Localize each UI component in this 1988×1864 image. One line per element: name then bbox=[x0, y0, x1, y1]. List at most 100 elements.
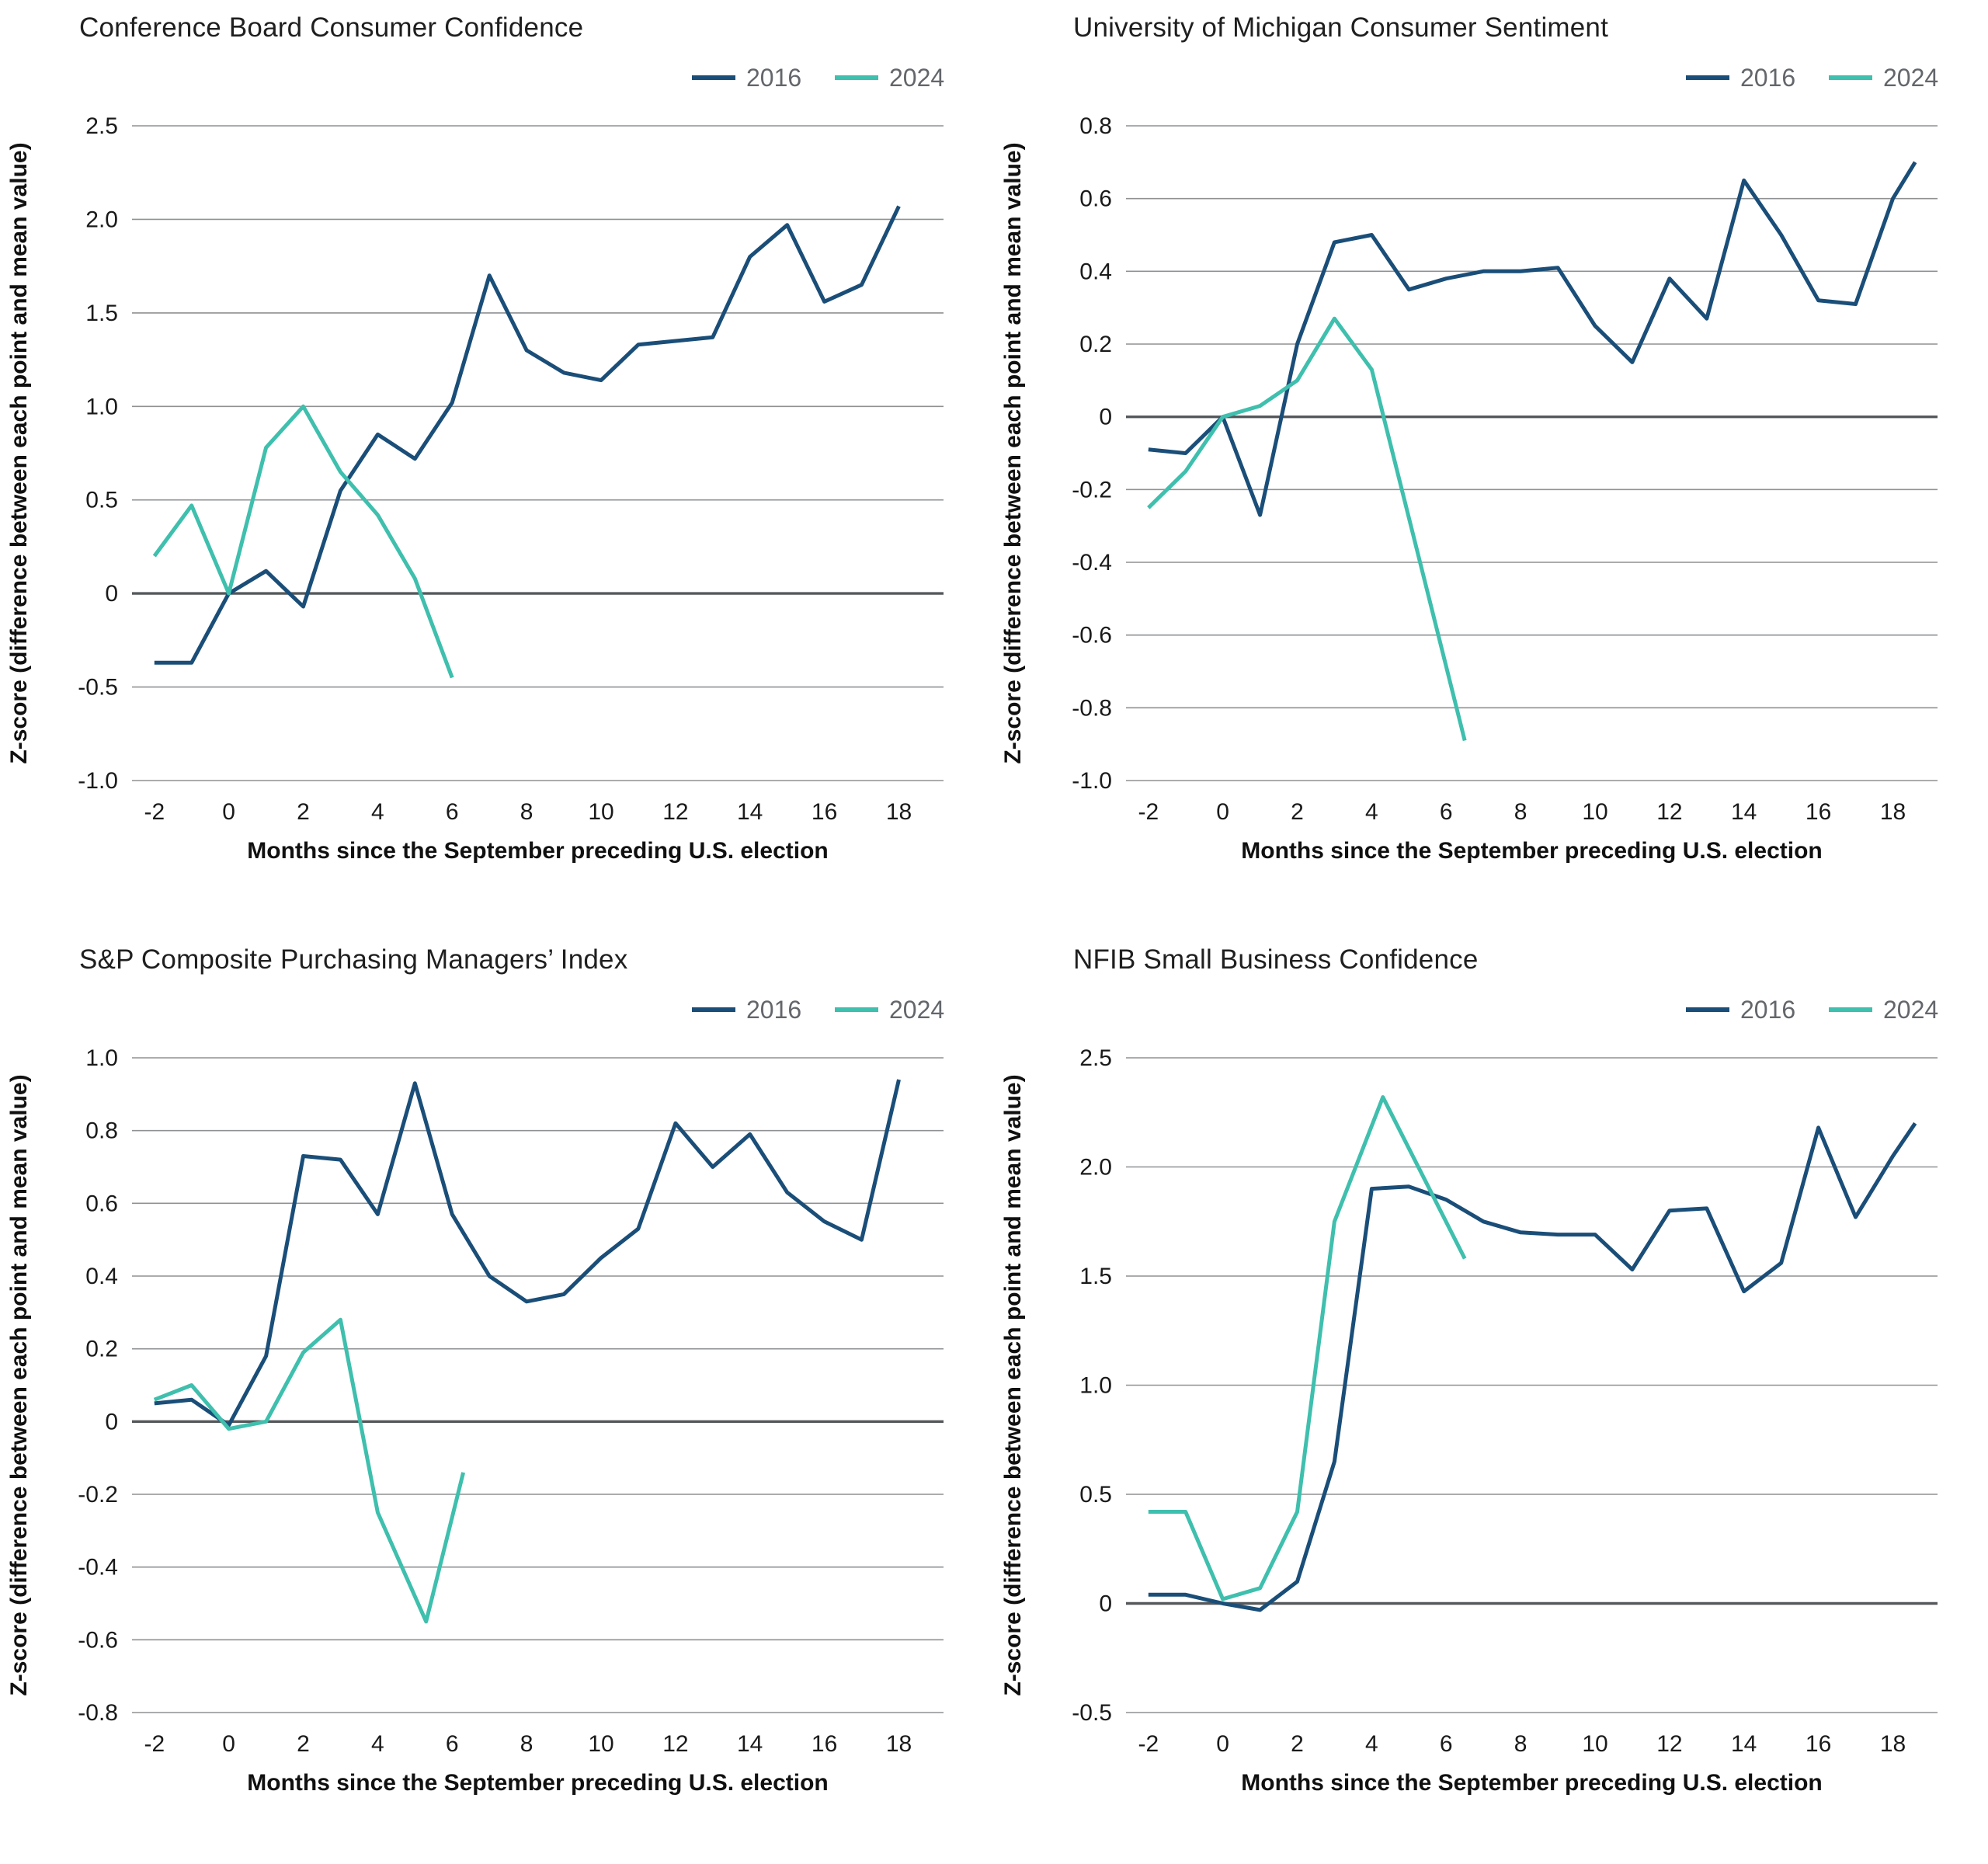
y-tick-label: -0.6 bbox=[78, 1627, 118, 1653]
y-tick-label: 1.0 bbox=[85, 1045, 118, 1071]
x-tick-label: 14 bbox=[737, 1731, 763, 1757]
x-tick-label: 10 bbox=[588, 799, 613, 825]
x-tick-label: 6 bbox=[1440, 1731, 1453, 1757]
x-tick-label: 12 bbox=[1656, 799, 1682, 825]
line-chart: 1.0 0.8 0.6 0.4 0.2 0 -0.2 -0.4 -0.6 -0.8 -2 0 2 4 6 8 1… bbox=[6, 996, 944, 1796]
x-tick-label: 6 bbox=[446, 1731, 459, 1757]
y-tick-label: 2.5 bbox=[85, 113, 118, 139]
y-tick-label: 2.5 bbox=[1079, 1045, 1112, 1071]
legend-label-2016: 2016 bbox=[1740, 996, 1795, 1024]
series-line-2024 bbox=[1148, 1095, 1467, 1601]
x-tick-label: -2 bbox=[144, 1731, 165, 1757]
x-tick-label: 14 bbox=[737, 799, 763, 825]
y-tick-label: 0.4 bbox=[85, 1264, 118, 1289]
x-tick-label: 18 bbox=[1880, 799, 1906, 825]
line-chart: 0.8 0.6 0.4 0.2 0 -0.2 -0.4 -0.6 -0.8 -1.0 -2 0 2 4 6 8… bbox=[1000, 64, 1938, 864]
x-axis-title: Months since the September preceding U.S… bbox=[247, 838, 829, 864]
legend-label-2016: 2016 bbox=[746, 64, 801, 92]
y-tick-label: 1.0 bbox=[1079, 1373, 1112, 1399]
y-tick-label: 0.5 bbox=[1079, 1482, 1112, 1508]
y-tick-label: 0.2 bbox=[1079, 332, 1112, 357]
x-tick-label: 16 bbox=[1806, 1731, 1831, 1757]
x-tick-label: 2 bbox=[1291, 799, 1304, 825]
x-tick-label: 18 bbox=[1880, 1731, 1906, 1757]
legend-label-2024: 2024 bbox=[1883, 996, 1938, 1024]
y-tick-label: 2.0 bbox=[1079, 1155, 1112, 1181]
x-tick-label: 4 bbox=[1365, 1731, 1378, 1757]
y-tick-label: 1.0 bbox=[85, 394, 118, 419]
chart-title: University of Michigan Consumer Sentimen… bbox=[1073, 12, 1609, 43]
y-tick-label: 0.5 bbox=[85, 488, 118, 513]
y-tick-label: 0 bbox=[1099, 405, 1112, 430]
x-tick-label: 10 bbox=[1582, 1731, 1607, 1757]
y-tick-label: 0.8 bbox=[1079, 113, 1112, 139]
x-tick-label: 0 bbox=[1216, 799, 1229, 825]
x-tick-label: 12 bbox=[1656, 1731, 1682, 1757]
y-tick-label: 0 bbox=[105, 581, 118, 607]
x-tick-label: 10 bbox=[588, 1731, 613, 1757]
chart-sp-composite-pmi: S&P Composite Purchasing Managers’ Index… bbox=[0, 932, 994, 1864]
y-tick-label: 0 bbox=[1099, 1591, 1112, 1617]
x-tick-label: -2 bbox=[1138, 799, 1159, 825]
x-tick-label: 2 bbox=[297, 1731, 310, 1757]
y-tick-label: -0.5 bbox=[1072, 1700, 1112, 1726]
chart-umich-consumer-sentiment: University of Michigan Consumer Sentimen… bbox=[994, 0, 1988, 932]
y-tick-label: 0.4 bbox=[1079, 259, 1112, 284]
chart-nfib-small-business-confidence: NFIB Small Business Confidence 2.5 2.0 1.5… bbox=[994, 932, 1988, 1864]
x-axis-title: Months since the September preceding U.S… bbox=[1241, 838, 1823, 864]
y-tick-label: 0.8 bbox=[85, 1118, 118, 1144]
y-tick-label: 0.6 bbox=[1079, 186, 1112, 212]
y-tick-label: -1.0 bbox=[1072, 768, 1112, 794]
y-axis-title: Z-score (difference between each point a… bbox=[1000, 1074, 1026, 1695]
x-tick-label: 14 bbox=[1731, 799, 1757, 825]
y-tick-label: -0.8 bbox=[78, 1700, 118, 1726]
series-line-2024 bbox=[152, 404, 454, 679]
chart-title: Conference Board Consumer Confidence bbox=[79, 12, 584, 43]
x-tick-label: 6 bbox=[1440, 799, 1453, 825]
x-tick-label: 12 bbox=[662, 799, 688, 825]
chart-title: NFIB Small Business Confidence bbox=[1073, 944, 1479, 975]
y-tick-label: -0.5 bbox=[78, 675, 118, 701]
series-line-2016 bbox=[1148, 1122, 1917, 1612]
x-tick-label: 4 bbox=[371, 799, 384, 825]
x-tick-label: 4 bbox=[1365, 799, 1378, 825]
legend-label-2024: 2024 bbox=[889, 64, 944, 92]
legend-label-2024: 2024 bbox=[889, 996, 944, 1024]
x-tick-label: 16 bbox=[812, 799, 837, 825]
x-tick-label: 16 bbox=[812, 1731, 837, 1757]
y-tick-label: -0.6 bbox=[1072, 623, 1112, 649]
x-tick-label: 0 bbox=[222, 799, 235, 825]
series-line-2016 bbox=[154, 205, 901, 665]
x-tick-label: 14 bbox=[1731, 1731, 1757, 1757]
x-tick-label: 2 bbox=[1291, 1731, 1304, 1757]
x-tick-label: 0 bbox=[222, 1731, 235, 1757]
x-axis-title: Months since the September preceding U.S… bbox=[1241, 1770, 1823, 1796]
y-tick-label: -0.4 bbox=[1072, 550, 1112, 576]
y-tick-label: -0.2 bbox=[78, 1482, 118, 1508]
line-chart: 2.5 2.0 1.5 1.0 0.5 0 -0.5 -1.0 -2 0 2 4 6 8 10 12 14 16 1… bbox=[6, 64, 944, 864]
x-axis-title: Months since the September preceding U.S… bbox=[247, 1770, 829, 1796]
y-tick-label: -0.8 bbox=[1072, 695, 1112, 721]
y-tick-label: -0.4 bbox=[78, 1555, 118, 1581]
x-tick-label: 8 bbox=[1514, 799, 1527, 825]
line-chart: 2.5 2.0 1.5 1.0 0.5 0 -0.5 -2 0 2 4 6 8 10 12 14 16 18 202… bbox=[1000, 996, 1938, 1796]
series-line-2024 bbox=[1147, 316, 1467, 742]
series-line-2016 bbox=[1148, 161, 1917, 517]
series-line-2016 bbox=[154, 1079, 901, 1428]
x-tick-label: 18 bbox=[886, 799, 912, 825]
x-tick-label: 8 bbox=[520, 1731, 533, 1757]
x-tick-label: 10 bbox=[1582, 799, 1607, 825]
x-tick-label: 4 bbox=[371, 1731, 384, 1757]
legend-label-2024: 2024 bbox=[1883, 64, 1938, 92]
legend-label-2016: 2016 bbox=[1740, 64, 1795, 92]
y-tick-label: 0 bbox=[105, 1409, 118, 1435]
y-tick-label: 0.2 bbox=[85, 1337, 118, 1362]
x-tick-label: 6 bbox=[446, 799, 459, 825]
y-tick-label: -0.2 bbox=[1072, 477, 1112, 503]
x-tick-label: 8 bbox=[1514, 1731, 1527, 1757]
y-tick-label: -1.0 bbox=[78, 768, 118, 794]
x-tick-label: 8 bbox=[520, 799, 533, 825]
x-tick-label: 18 bbox=[886, 1731, 912, 1757]
legend-label-2016: 2016 bbox=[746, 996, 801, 1024]
